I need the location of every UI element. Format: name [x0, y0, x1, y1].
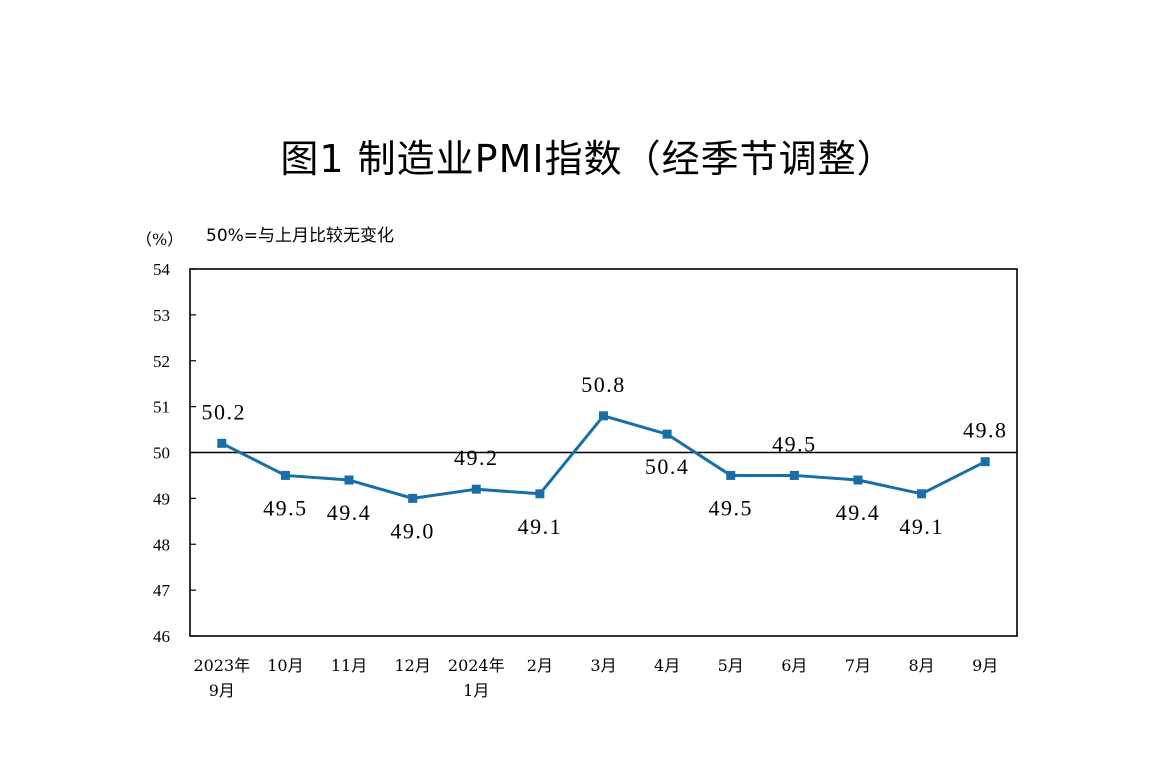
data-point-marker — [344, 475, 354, 485]
data-label: 49.8 — [963, 418, 1008, 443]
y-tick-label: 54 — [153, 260, 171, 279]
data-label: 49.1 — [518, 514, 563, 539]
data-point-marker — [980, 457, 990, 467]
x-tick-label: 5月 — [718, 656, 744, 675]
y-tick-label: 53 — [153, 306, 170, 325]
data-label: 49.5 — [708, 495, 753, 520]
data-point-marker — [662, 429, 672, 439]
x-tick-label: 2024年 — [448, 656, 505, 675]
data-label: 50.4 — [645, 454, 690, 479]
x-tick-label: 10月 — [267, 656, 303, 675]
x-tick-label: 2月 — [527, 656, 553, 675]
y-tick-label: 49 — [153, 489, 170, 508]
y-tick-label: 46 — [153, 627, 170, 646]
y-tick-label: 52 — [153, 352, 170, 371]
data-point-marker — [789, 470, 799, 480]
x-tick-label: 1月 — [463, 681, 489, 700]
data-point-marker — [917, 489, 927, 499]
data-label: 50.8 — [581, 372, 626, 397]
x-tick-label: 8月 — [908, 656, 934, 675]
data-point-marker — [853, 475, 863, 485]
data-label: 49.4 — [327, 500, 372, 525]
x-tick-label: 6月 — [781, 656, 807, 675]
x-tick-label: 9月 — [209, 681, 235, 700]
series-line — [221, 414, 986, 500]
data-label: 49.4 — [836, 500, 881, 525]
data-label: 49.5 — [772, 431, 817, 456]
data-label: 49.1 — [899, 514, 944, 539]
x-tick-label: 3月 — [590, 656, 616, 675]
y-tick-label: 48 — [153, 535, 170, 554]
data-point-marker — [280, 470, 290, 480]
data-label: 50.2 — [202, 399, 247, 424]
x-tick-label: 2023年 — [193, 656, 250, 675]
x-tick-label: 12月 — [394, 656, 430, 675]
data-label: 49.5 — [263, 495, 308, 520]
reference-note: 50%=与上月比较无变化 — [206, 226, 395, 246]
data-label: 49.0 — [390, 518, 435, 543]
data-point-marker — [471, 484, 481, 494]
y-tick-label: 50 — [153, 444, 170, 463]
data-label: 49.2 — [454, 445, 499, 470]
data-point-marker — [726, 470, 736, 480]
x-tick-label: 4月 — [654, 656, 680, 675]
data-point-marker — [599, 411, 608, 421]
y-tick-label: 47 — [153, 581, 171, 600]
chart-title: 图1 制造业PMI指数（经季节调整） — [280, 137, 896, 181]
x-tick-label: 7月 — [845, 656, 871, 675]
data-point-marker — [535, 489, 545, 499]
x-tick-label: 9月 — [972, 656, 998, 675]
x-tick-label: 11月 — [331, 656, 367, 675]
data-point-marker — [217, 438, 227, 448]
y-tick-label: 51 — [153, 398, 170, 417]
data-point-marker — [408, 493, 418, 503]
y-axis-unit-label: （%） — [136, 230, 184, 249]
